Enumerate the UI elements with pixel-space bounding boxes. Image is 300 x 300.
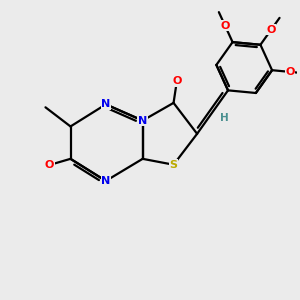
Text: O: O: [286, 67, 295, 77]
Text: O: O: [266, 25, 276, 35]
Text: O: O: [45, 160, 54, 170]
Text: N: N: [101, 99, 110, 110]
Text: O: O: [220, 20, 230, 31]
Text: N: N: [138, 116, 147, 126]
Text: N: N: [101, 176, 110, 186]
Text: O: O: [172, 76, 182, 86]
Text: S: S: [169, 160, 178, 170]
Text: H: H: [220, 113, 228, 123]
